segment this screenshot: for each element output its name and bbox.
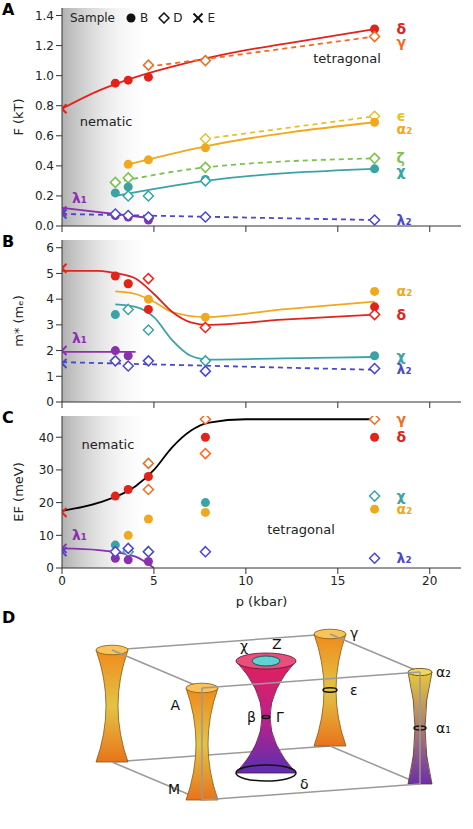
svg-text:20: 20	[39, 496, 54, 510]
svg-text:1.2: 1.2	[35, 39, 54, 53]
svg-text:EF (meV): EF (meV)	[11, 462, 26, 522]
html-text:B: B	[2, 232, 15, 251]
svg-text:δ: δ	[397, 429, 407, 445]
svg-text:10: 10	[39, 529, 54, 543]
svg-text:0.4: 0.4	[35, 159, 54, 173]
svg-text:1.0: 1.0	[35, 69, 54, 83]
svg-text:δ: δ	[396, 21, 407, 37]
svg-text:Γ: Γ	[276, 709, 284, 725]
html-text:D: D	[173, 11, 183, 25]
svg-text:A: A	[170, 697, 180, 713]
svg-text:δ: δ	[397, 307, 407, 323]
svg-text:α₂: α₂	[397, 283, 413, 299]
html-text:Sample: Sample	[70, 11, 115, 25]
svg-text:0: 0	[46, 561, 54, 575]
svg-text:γ: γ	[397, 34, 407, 50]
svg-text:0.0: 0.0	[35, 219, 54, 232]
svg-text:λ₂: λ₂	[397, 361, 412, 377]
svg-text:χ: χ	[396, 347, 406, 364]
svg-text:1.4: 1.4	[35, 9, 54, 23]
svg-text:2: 2	[46, 344, 54, 358]
html-text:C: C	[2, 408, 14, 427]
svg-text:M: M	[168, 781, 180, 797]
html-text:D: D	[2, 608, 16, 627]
svg-text:δ: δ	[300, 776, 309, 792]
svg-text:α₂: α₂	[397, 501, 413, 517]
svg-text:3: 3	[46, 318, 54, 332]
svg-text:χ: χ	[396, 488, 406, 505]
svg-text:λ₁: λ₁	[72, 527, 87, 543]
html-text:A: A	[2, 0, 15, 19]
svg-text:tetragonal: tetragonal	[267, 522, 335, 537]
svg-text:γ: γ	[350, 625, 358, 641]
svg-text:α₂: α₂	[397, 121, 413, 137]
svg-text:χ: χ	[240, 638, 248, 654]
svg-text:40: 40	[39, 431, 54, 445]
svg-text:tetragonal: tetragonal	[313, 51, 381, 66]
svg-text:0.6: 0.6	[35, 129, 54, 143]
svg-text:0: 0	[58, 574, 66, 588]
svg-text:10: 10	[238, 574, 253, 588]
svg-text:Z: Z	[272, 636, 282, 652]
svg-text:λ₂: λ₂	[397, 550, 412, 566]
svg-text:ε: ε	[350, 682, 358, 698]
svg-text:m* (mₑ): m* (mₑ)	[11, 295, 26, 347]
svg-text:30: 30	[39, 463, 54, 477]
svg-text:χ: χ	[397, 163, 406, 179]
html-text:E: E	[207, 11, 216, 25]
svg-text:0.8: 0.8	[35, 99, 54, 113]
svg-text:λ₁: λ₁	[72, 330, 87, 346]
svg-text:20: 20	[422, 574, 437, 588]
html-text:B: B	[140, 11, 149, 25]
svg-text:λ₂: λ₂	[397, 212, 412, 228]
svg-text:6: 6	[46, 241, 54, 255]
svg-text:15: 15	[330, 574, 345, 588]
svg-text:ϵ: ϵ	[396, 108, 406, 125]
svg-text:0: 0	[46, 395, 54, 408]
svg-text:γ: γ	[397, 411, 407, 427]
svg-text:α₁: α₁	[436, 720, 451, 736]
svg-text:4: 4	[46, 292, 54, 306]
svg-text:1: 1	[46, 370, 54, 384]
svg-text:5: 5	[150, 574, 158, 588]
svg-text:0.2: 0.2	[35, 189, 54, 203]
svg-text:F (kT): F (kT)	[11, 98, 26, 135]
svg-text:5: 5	[46, 267, 54, 281]
svg-text:p (kbar): p (kbar)	[236, 594, 288, 608]
svg-text:nematic: nematic	[80, 114, 133, 129]
svg-text:α₂: α₂	[436, 664, 451, 680]
svg-text:β: β	[247, 709, 256, 725]
svg-text:ζ: ζ	[396, 150, 405, 167]
svg-text:λ₁: λ₁	[72, 190, 87, 206]
svg-text:nematic: nematic	[82, 437, 135, 452]
